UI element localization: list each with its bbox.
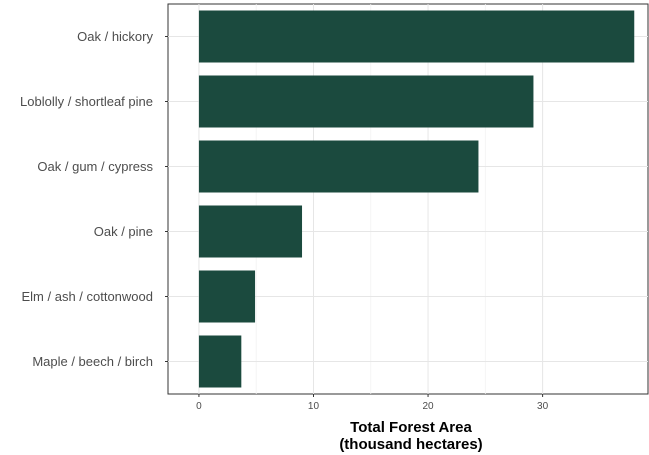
y-axis: Oak / hickory Loblolly / shortleaf pine Oa… <box>20 29 168 369</box>
bar <box>198 205 303 258</box>
bar <box>198 335 242 388</box>
x-tick-label: 10 <box>308 401 320 412</box>
x-axis-title-line2: (thousand hectares) <box>339 436 482 453</box>
bars <box>198 10 635 388</box>
bar <box>198 140 479 193</box>
y-tick-label: Elm / ash / cottonwood <box>21 289 153 304</box>
y-tick-label: Oak / hickory <box>77 29 153 44</box>
x-tick-label: 30 <box>537 401 549 412</box>
plot-panel <box>167 3 649 395</box>
x-axis-title-line1: Total Forest Area <box>350 419 472 436</box>
x-tick-label: 0 <box>196 401 202 412</box>
x-axis: 0 10 20 30 <box>196 394 549 412</box>
y-tick-label: Oak / gum / cypress <box>37 159 153 174</box>
bar <box>198 75 534 128</box>
x-tick-label: 20 <box>422 401 434 412</box>
y-tick-label: Oak / pine <box>94 224 153 239</box>
bar <box>198 270 256 323</box>
y-tick-label: Maple / beech / birch <box>32 354 153 369</box>
y-tick-label: Loblolly / shortleaf pine <box>20 94 153 109</box>
bar <box>198 10 635 63</box>
